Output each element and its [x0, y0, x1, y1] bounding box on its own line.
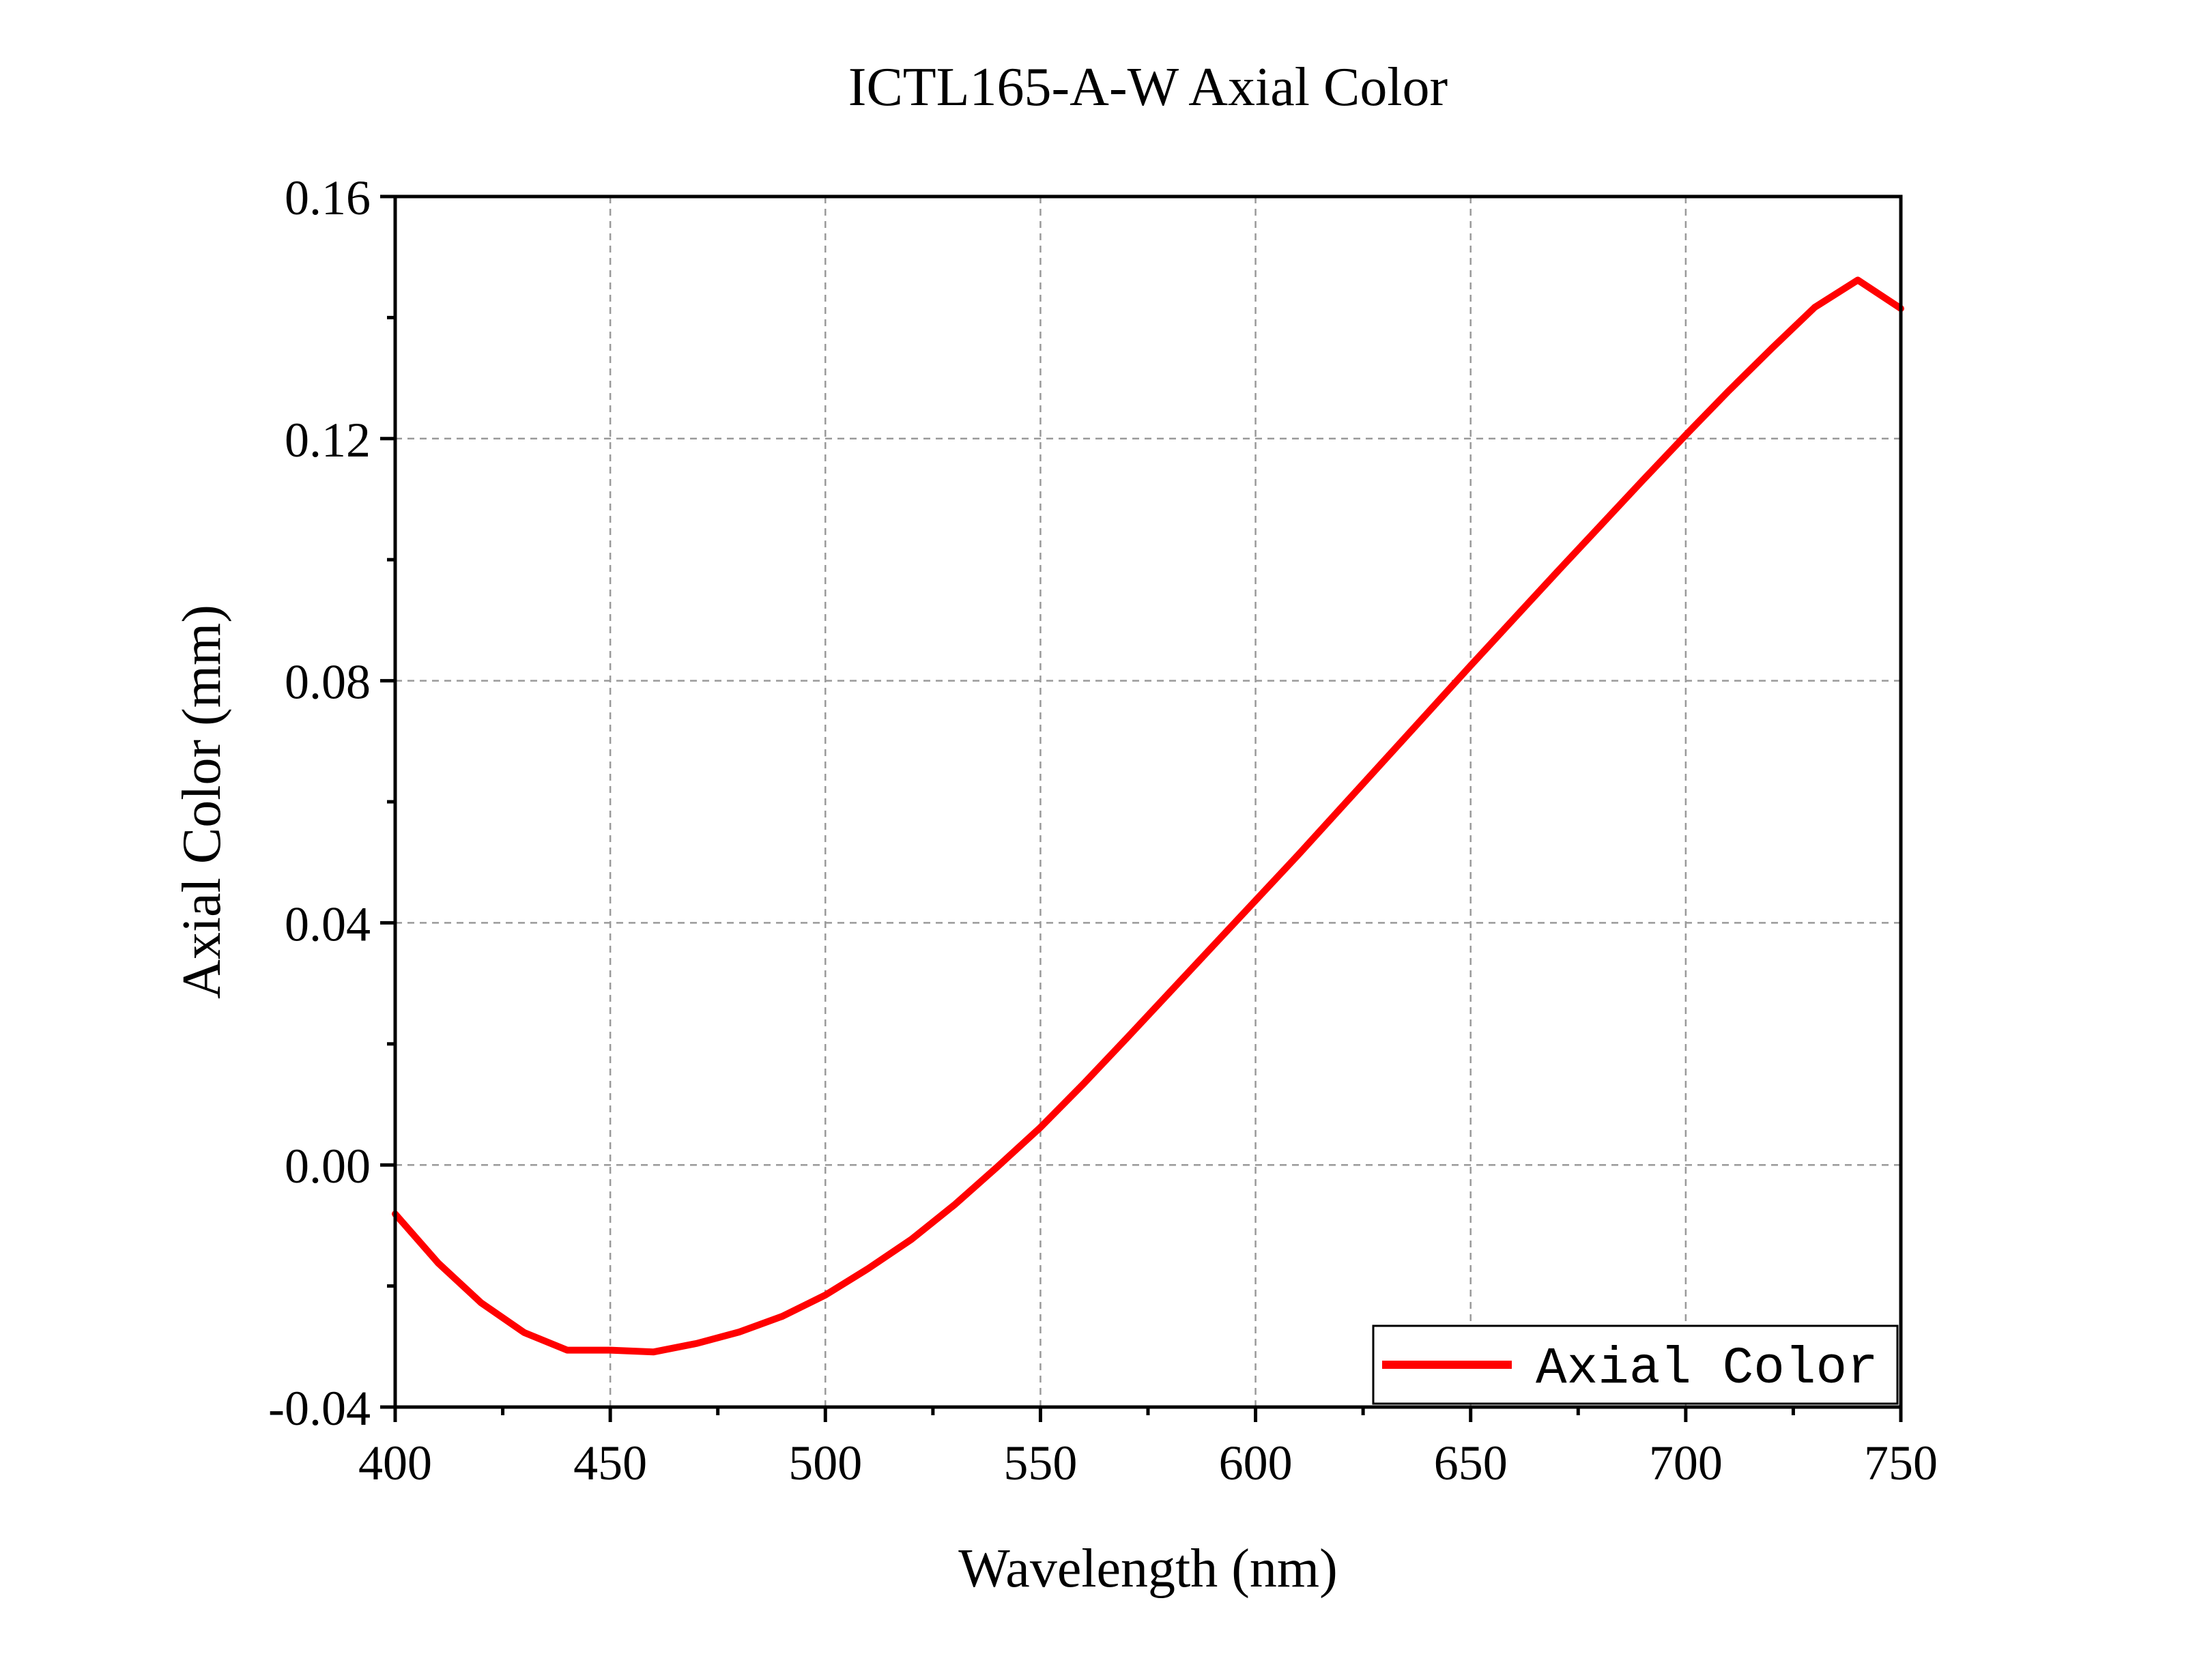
data-point-650	[1469, 665, 1472, 667]
x-tick-label-450: 450	[573, 1436, 647, 1490]
y-tick-label-0.00: 0.00	[285, 1139, 371, 1193]
x-axis-label: Wavelength (nm)	[958, 1539, 1338, 1599]
x-tick-label-550: 550	[1003, 1436, 1077, 1490]
data-point-510	[867, 1268, 870, 1269]
data-point-480	[738, 1331, 740, 1333]
data-point-610	[1297, 854, 1300, 855]
x-tick-label-600: 600	[1219, 1436, 1293, 1490]
data-point-680	[1599, 525, 1601, 527]
y-axis-ticks: -0.04 0.00 0.04 0.08 0.12 0.16	[268, 171, 395, 1436]
y-tick-label-0.12: 0.12	[285, 413, 371, 467]
y-tick-label-0.08: 0.08	[285, 655, 371, 710]
data-point-500	[824, 1294, 827, 1296]
data-point-560	[1082, 1083, 1085, 1085]
data-point-550	[1039, 1127, 1042, 1128]
grid-lines	[395, 197, 1901, 1407]
x-tick-label-750: 750	[1864, 1436, 1938, 1490]
legend: Axial Color	[1372, 1324, 1899, 1405]
data-point-540	[996, 1166, 999, 1168]
data-point-430	[523, 1332, 525, 1333]
data-point-570	[1125, 1038, 1128, 1039]
data-point-470	[695, 1343, 697, 1344]
data-point-590	[1211, 946, 1214, 947]
data-point-700	[1685, 434, 1687, 436]
data-point-450	[609, 1349, 611, 1351]
series-layer	[392, 276, 1904, 1356]
data-point-530	[953, 1204, 956, 1206]
data-point-490	[781, 1316, 784, 1317]
data-point-630	[1383, 759, 1386, 761]
data-point-460	[652, 1351, 654, 1353]
y-tick-label--0.04: -0.04	[268, 1381, 371, 1436]
data-point-670	[1556, 572, 1558, 573]
y-axis-label: Axial Color (mm)	[172, 605, 232, 999]
x-tick-label-700: 700	[1649, 1436, 1723, 1490]
x-axis-ticks: 400 450 500 550 600 650 700 750	[358, 1407, 1938, 1490]
data-point-640	[1426, 712, 1429, 714]
x-tick-label-400: 400	[358, 1436, 432, 1490]
x-tick-label-650: 650	[1434, 1436, 1508, 1490]
series-line-axial-color	[392, 276, 1904, 1356]
data-point-730	[1814, 306, 1816, 308]
data-point-420	[480, 1302, 482, 1304]
data-point-720	[1771, 347, 1773, 349]
data-point-410	[437, 1262, 439, 1264]
data-point-620	[1340, 807, 1343, 808]
data-point-520	[910, 1239, 913, 1241]
chart-title: ICTL165-A-W Axial Color	[848, 57, 1448, 117]
data-point-710	[1728, 390, 1730, 392]
legend-label-axial-color: Axial Color	[1536, 1339, 1878, 1398]
data-point-440	[566, 1349, 568, 1351]
data-point-580	[1168, 991, 1171, 994]
y-tick-label-0.04: 0.04	[285, 897, 371, 951]
x-tick-label-500: 500	[788, 1436, 862, 1490]
data-point-600	[1254, 899, 1257, 901]
data-point-660	[1512, 618, 1515, 620]
data-point-690	[1642, 480, 1644, 481]
data-point-740	[1857, 279, 1859, 281]
y-tick-label-0.16: 0.16	[285, 171, 371, 225]
